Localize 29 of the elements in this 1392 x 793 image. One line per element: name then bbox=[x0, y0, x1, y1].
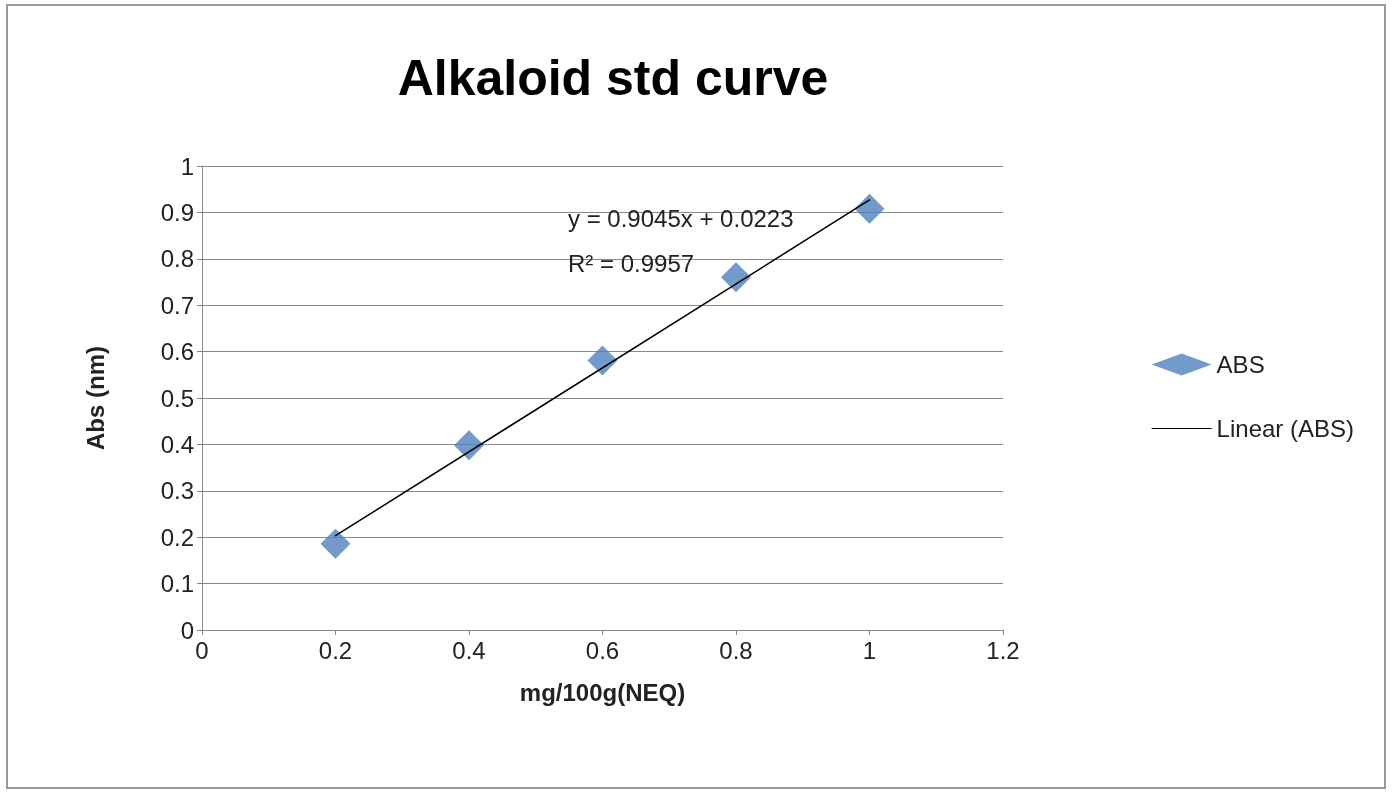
x-tick-label: 0.8 bbox=[719, 636, 753, 664]
y-tick-label: 0.7 bbox=[160, 291, 194, 319]
y-tick-label: 1 bbox=[180, 152, 194, 180]
point bbox=[454, 430, 484, 461]
annotation: y = 0.9045x + 0.0223 bbox=[568, 204, 794, 232]
x-tick-label: 0.2 bbox=[318, 636, 353, 664]
y-tick-label: 0.1 bbox=[160, 570, 194, 598]
y-tick-label: 0.4 bbox=[160, 430, 194, 458]
x-tick-label: 1.2 bbox=[986, 636, 1020, 664]
y-tick-label: 0.6 bbox=[160, 338, 194, 366]
x-axis-title: mg/100g(NEQ) bbox=[519, 678, 686, 706]
point bbox=[854, 193, 885, 224]
point bbox=[587, 345, 618, 376]
legend-label: ABS bbox=[1216, 351, 1265, 378]
y-axis-title: Abs (nm) bbox=[81, 346, 109, 450]
y-tick-label: 0.9 bbox=[160, 198, 194, 226]
y-tick-label: 0 bbox=[180, 616, 194, 644]
y-tick-label: 0.2 bbox=[160, 523, 194, 551]
chart-title: Alkaloid std curve bbox=[397, 50, 829, 106]
point bbox=[320, 528, 351, 559]
point bbox=[721, 262, 751, 293]
y-tick-label: 0.3 bbox=[160, 477, 194, 505]
annotation: R² = 0.9957 bbox=[568, 249, 695, 277]
legend-label: Linear (ABS) bbox=[1216, 415, 1354, 442]
y-tick-label: 0.8 bbox=[160, 245, 194, 273]
y-tick-label: 0.5 bbox=[160, 384, 194, 412]
x-tick-label: 0.4 bbox=[452, 636, 486, 664]
x-tick-label: 1 bbox=[862, 636, 877, 664]
x-tick-label: 0.6 bbox=[585, 636, 620, 664]
